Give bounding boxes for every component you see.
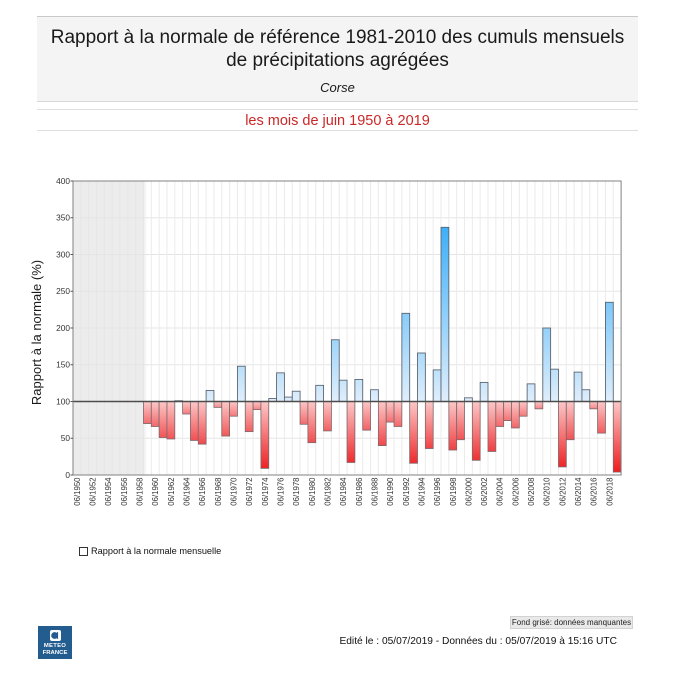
svg-text:06/1954: 06/1954 [104,477,113,506]
svg-text:06/1964: 06/1964 [183,477,192,506]
svg-text:300: 300 [56,249,70,259]
svg-text:06/1988: 06/1988 [370,478,379,506]
svg-text:06/1994: 06/1994 [417,477,426,506]
svg-text:06/1974: 06/1974 [261,477,270,506]
svg-text:06/1950: 06/1950 [73,477,82,506]
svg-text:06/1982: 06/1982 [323,478,332,506]
svg-text:06/1952: 06/1952 [89,478,98,506]
svg-text:200: 200 [56,323,70,333]
svg-text:100: 100 [56,396,70,406]
svg-text:06/1960: 06/1960 [151,477,160,506]
svg-text:06/1992: 06/1992 [402,478,411,506]
svg-text:06/1972: 06/1972 [245,478,254,506]
svg-text:06/2016: 06/2016 [590,478,599,506]
svg-text:06/1968: 06/1968 [214,478,223,506]
svg-text:06/1980: 06/1980 [308,477,317,506]
svg-text:06/2010: 06/2010 [543,477,552,506]
svg-text:06/1956: 06/1956 [120,478,129,506]
svg-text:400: 400 [56,176,70,186]
svg-text:06/2006: 06/2006 [511,478,520,506]
svg-text:06/2012: 06/2012 [558,478,567,506]
svg-text:06/2018: 06/2018 [605,478,614,506]
svg-text:06/1984: 06/1984 [339,477,348,506]
svg-text:06/1966: 06/1966 [198,478,207,506]
svg-text:250: 250 [56,286,70,296]
svg-text:06/1970: 06/1970 [230,477,239,506]
svg-text:0: 0 [65,470,70,480]
svg-text:06/1976: 06/1976 [277,478,286,506]
svg-text:06/2004: 06/2004 [496,477,505,506]
svg-text:06/1978: 06/1978 [292,478,301,506]
svg-text:06/2008: 06/2008 [527,478,536,506]
svg-text:50: 50 [61,433,71,443]
svg-text:150: 150 [56,360,70,370]
svg-text:06/1990: 06/1990 [386,477,395,506]
svg-text:06/1958: 06/1958 [136,478,145,506]
svg-text:06/1998: 06/1998 [449,478,458,506]
svg-text:06/2002: 06/2002 [480,478,489,506]
svg-text:06/2000: 06/2000 [464,477,473,506]
svg-text:06/1986: 06/1986 [355,478,364,506]
svg-text:350: 350 [56,213,70,223]
svg-text:06/2014: 06/2014 [574,477,583,506]
svg-text:06/1962: 06/1962 [167,478,176,506]
svg-text:Rapport à la normale (%): Rapport à la normale (%) [29,260,44,405]
svg-text:06/1996: 06/1996 [433,478,442,506]
